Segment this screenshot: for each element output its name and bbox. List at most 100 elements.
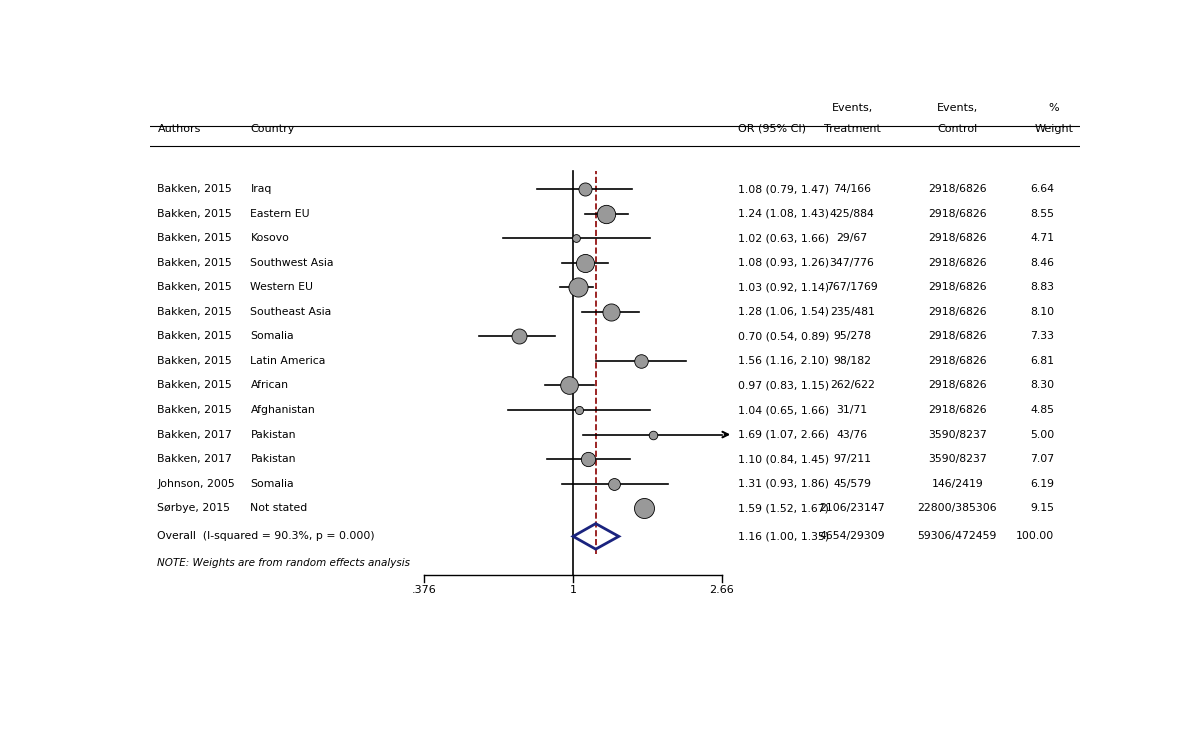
Text: Bakken, 2015: Bakken, 2015 bbox=[157, 208, 232, 219]
Text: 8.83: 8.83 bbox=[1030, 282, 1054, 293]
Text: 1.69 (1.07, 2.66): 1.69 (1.07, 2.66) bbox=[738, 429, 829, 440]
Text: Not stated: Not stated bbox=[251, 503, 307, 513]
Text: Southeast Asia: Southeast Asia bbox=[251, 307, 331, 317]
Text: 2918/6826: 2918/6826 bbox=[928, 184, 986, 194]
Text: 97/211: 97/211 bbox=[833, 454, 871, 464]
Text: 1.31 (0.93, 1.86): 1.31 (0.93, 1.86) bbox=[738, 479, 829, 488]
Text: Bakken, 2015: Bakken, 2015 bbox=[157, 184, 232, 194]
Text: Bakken, 2015: Bakken, 2015 bbox=[157, 331, 232, 341]
Text: Johnson, 2005: Johnson, 2005 bbox=[157, 479, 235, 488]
Text: Events,: Events, bbox=[832, 103, 872, 113]
Text: Bakken, 2015: Bakken, 2015 bbox=[157, 282, 232, 293]
Text: Bakken, 2015: Bakken, 2015 bbox=[157, 307, 232, 317]
Text: 1.08 (0.79, 1.47): 1.08 (0.79, 1.47) bbox=[738, 184, 829, 194]
Text: 1.56 (1.16, 2.10): 1.56 (1.16, 2.10) bbox=[738, 356, 829, 366]
Text: 235/481: 235/481 bbox=[829, 307, 875, 317]
Text: 2918/6826: 2918/6826 bbox=[928, 282, 986, 293]
Text: 2918/6826: 2918/6826 bbox=[928, 234, 986, 243]
Text: 95/278: 95/278 bbox=[833, 331, 871, 341]
Text: Control: Control bbox=[937, 124, 977, 134]
Text: 4.71: 4.71 bbox=[1030, 234, 1054, 243]
Text: .376: .376 bbox=[412, 585, 437, 596]
Text: OR (95% CI): OR (95% CI) bbox=[738, 124, 805, 134]
Text: 2918/6826: 2918/6826 bbox=[928, 307, 986, 317]
Text: Somalia: Somalia bbox=[251, 479, 294, 488]
Text: Bakken, 2015: Bakken, 2015 bbox=[157, 258, 232, 268]
Text: 1.04 (0.65, 1.66): 1.04 (0.65, 1.66) bbox=[738, 405, 829, 415]
Text: 6.81: 6.81 bbox=[1030, 356, 1054, 366]
Text: Treatment: Treatment bbox=[823, 124, 881, 134]
Text: 1.24 (1.08, 1.43): 1.24 (1.08, 1.43) bbox=[738, 208, 829, 219]
Text: 1.10 (0.84, 1.45): 1.10 (0.84, 1.45) bbox=[738, 454, 829, 464]
Text: 1.08 (0.93, 1.26): 1.08 (0.93, 1.26) bbox=[738, 258, 829, 268]
Text: NOTE: Weights are from random effects analysis: NOTE: Weights are from random effects an… bbox=[157, 559, 410, 568]
Text: Bakken, 2017: Bakken, 2017 bbox=[157, 429, 232, 440]
Text: Somalia: Somalia bbox=[251, 331, 294, 341]
Text: 2918/6826: 2918/6826 bbox=[928, 331, 986, 341]
Text: Bakken, 2015: Bakken, 2015 bbox=[157, 234, 232, 243]
Text: 4654/29309: 4654/29309 bbox=[820, 531, 884, 542]
Text: 1.59 (1.52, 1.67): 1.59 (1.52, 1.67) bbox=[738, 503, 829, 513]
Text: 8.46: 8.46 bbox=[1030, 258, 1054, 268]
Text: 2106/23147: 2106/23147 bbox=[820, 503, 884, 513]
Text: 425/884: 425/884 bbox=[829, 208, 875, 219]
Text: 347/776: 347/776 bbox=[829, 258, 875, 268]
Text: Latin America: Latin America bbox=[251, 356, 326, 366]
Text: 146/2419: 146/2419 bbox=[931, 479, 983, 488]
Text: Bakken, 2015: Bakken, 2015 bbox=[157, 356, 232, 366]
Text: 2918/6826: 2918/6826 bbox=[928, 405, 986, 415]
Text: Pakistan: Pakistan bbox=[251, 454, 296, 464]
Text: Afghanistan: Afghanistan bbox=[251, 405, 316, 415]
Text: 100.00: 100.00 bbox=[1015, 531, 1054, 542]
Text: 2918/6826: 2918/6826 bbox=[928, 258, 986, 268]
Text: 1: 1 bbox=[570, 585, 577, 596]
Text: 6.64: 6.64 bbox=[1030, 184, 1054, 194]
Text: 2918/6826: 2918/6826 bbox=[928, 381, 986, 390]
Text: 0.97 (0.83, 1.15): 0.97 (0.83, 1.15) bbox=[738, 381, 829, 390]
Text: Sørbye, 2015: Sørbye, 2015 bbox=[157, 503, 230, 513]
Text: African: African bbox=[251, 381, 288, 390]
Text: Kosovo: Kosovo bbox=[251, 234, 289, 243]
Text: 22800/385306: 22800/385306 bbox=[918, 503, 997, 513]
Text: 4.85: 4.85 bbox=[1030, 405, 1054, 415]
Text: Bakken, 2015: Bakken, 2015 bbox=[157, 381, 232, 390]
Text: Weight: Weight bbox=[1034, 124, 1074, 134]
Text: Pakistan: Pakistan bbox=[251, 429, 296, 440]
Text: 8.30: 8.30 bbox=[1030, 381, 1054, 390]
Text: 3590/8237: 3590/8237 bbox=[928, 454, 986, 464]
Text: %: % bbox=[1049, 103, 1060, 113]
Text: 0.70 (0.54, 0.89): 0.70 (0.54, 0.89) bbox=[738, 331, 829, 341]
Text: Iraq: Iraq bbox=[251, 184, 272, 194]
Text: 98/182: 98/182 bbox=[833, 356, 871, 366]
Text: 7.33: 7.33 bbox=[1030, 331, 1054, 341]
Text: Country: Country bbox=[251, 124, 295, 134]
Text: 45/579: 45/579 bbox=[833, 479, 871, 488]
Text: 1.03 (0.92, 1.14): 1.03 (0.92, 1.14) bbox=[738, 282, 829, 293]
Text: 6.19: 6.19 bbox=[1030, 479, 1054, 488]
Text: Overall  (I-squared = 90.3%, p = 0.000): Overall (I-squared = 90.3%, p = 0.000) bbox=[157, 531, 376, 542]
Text: 59306/472459: 59306/472459 bbox=[918, 531, 997, 542]
Text: Eastern EU: Eastern EU bbox=[251, 208, 310, 219]
Text: 2.66: 2.66 bbox=[709, 585, 734, 596]
Text: Bakken, 2015: Bakken, 2015 bbox=[157, 405, 232, 415]
Text: 1.28 (1.06, 1.54): 1.28 (1.06, 1.54) bbox=[738, 307, 829, 317]
Text: 29/67: 29/67 bbox=[836, 234, 868, 243]
Text: 1.16 (1.00, 1.35): 1.16 (1.00, 1.35) bbox=[738, 531, 829, 542]
Text: 767/1769: 767/1769 bbox=[827, 282, 878, 293]
Text: 2918/6826: 2918/6826 bbox=[928, 208, 986, 219]
Text: 8.55: 8.55 bbox=[1030, 208, 1054, 219]
Text: 74/166: 74/166 bbox=[833, 184, 871, 194]
Text: 9.15: 9.15 bbox=[1030, 503, 1054, 513]
Text: Western EU: Western EU bbox=[251, 282, 313, 293]
Text: 2918/6826: 2918/6826 bbox=[928, 356, 986, 366]
Text: Southwest Asia: Southwest Asia bbox=[251, 258, 334, 268]
Text: Authors: Authors bbox=[157, 124, 200, 134]
Text: Events,: Events, bbox=[937, 103, 978, 113]
Text: 31/71: 31/71 bbox=[836, 405, 868, 415]
Text: Bakken, 2017: Bakken, 2017 bbox=[157, 454, 232, 464]
Text: 43/76: 43/76 bbox=[836, 429, 868, 440]
Text: 1.02 (0.63, 1.66): 1.02 (0.63, 1.66) bbox=[738, 234, 829, 243]
Text: 8.10: 8.10 bbox=[1030, 307, 1054, 317]
Text: 262/622: 262/622 bbox=[829, 381, 875, 390]
Text: 7.07: 7.07 bbox=[1030, 454, 1054, 464]
